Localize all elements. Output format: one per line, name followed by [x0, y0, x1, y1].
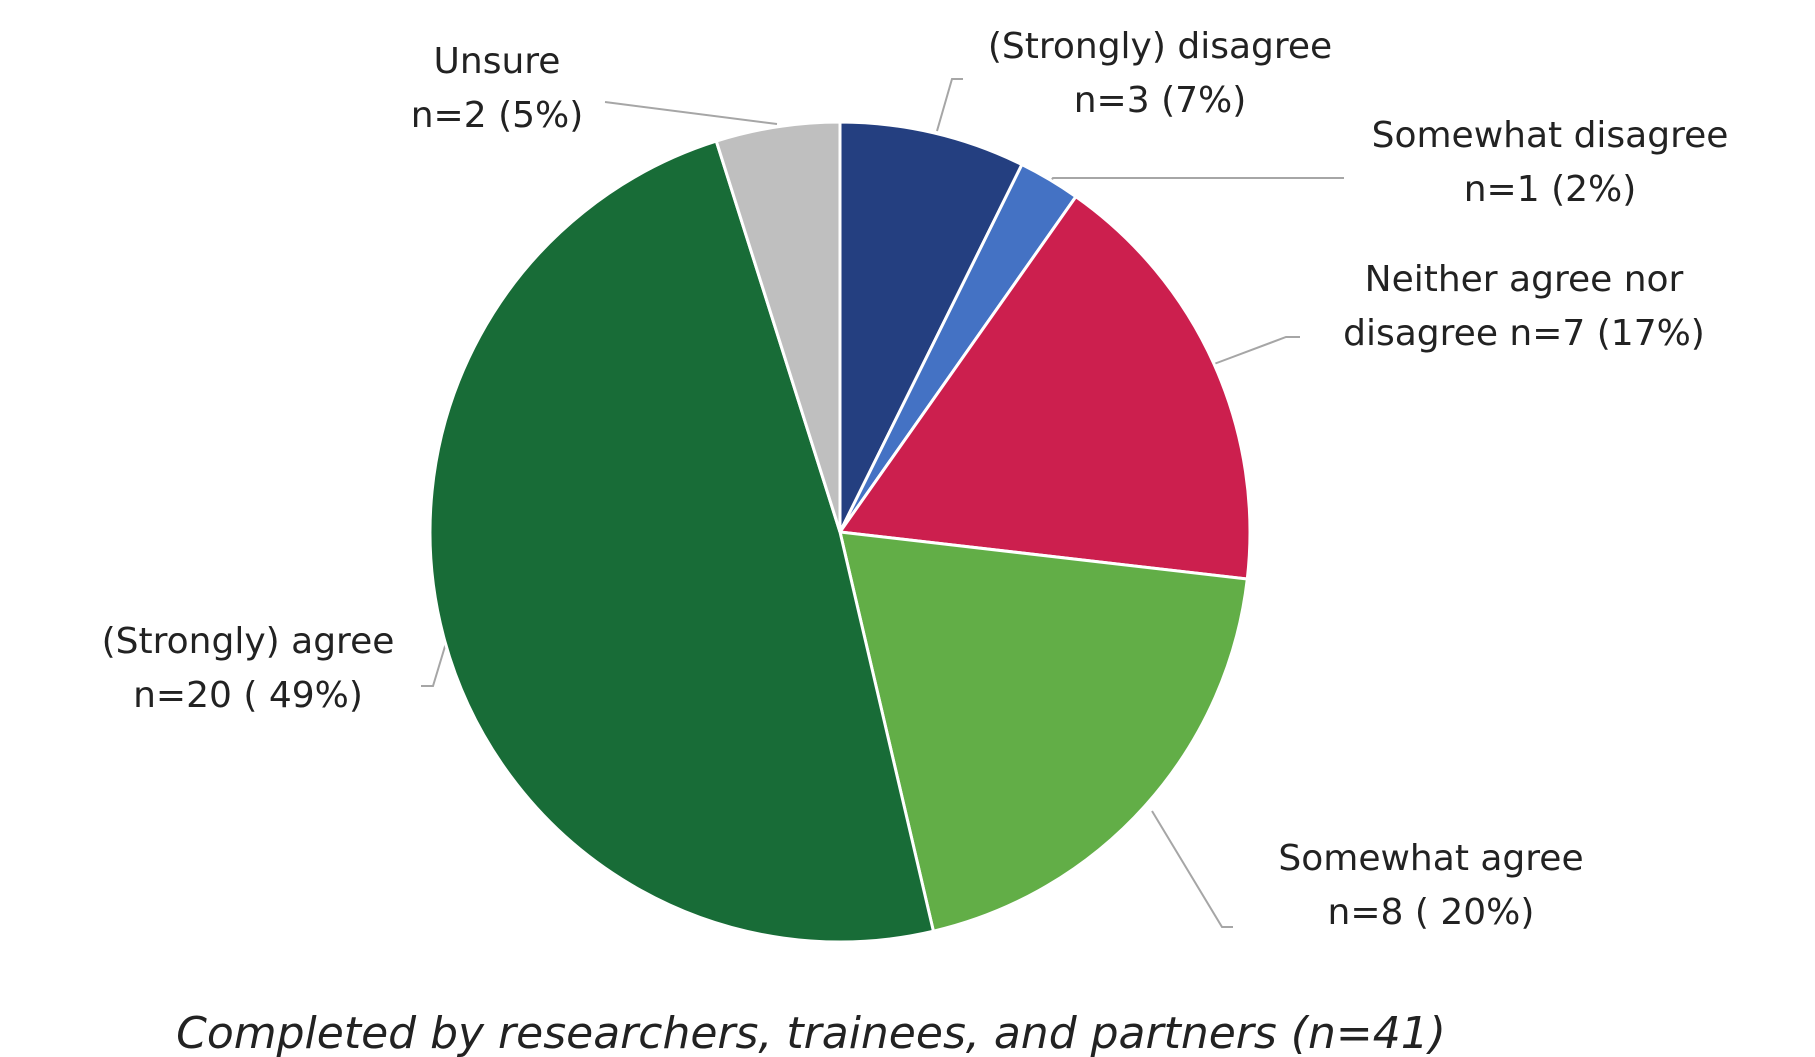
leader-line: [1213, 336, 1300, 365]
slice-label: Somewhat disagree n=1 (2%): [1372, 109, 1729, 217]
leader-line: [604, 101, 778, 125]
category-label: Somewhat agree: [1278, 838, 1584, 879]
value-label: n=7 (17%): [1509, 313, 1705, 354]
value-label: n=20 ( 49%): [133, 675, 363, 716]
value-label: n=3 (7%): [1073, 80, 1247, 121]
value-label: n=2 (5%): [410, 95, 584, 136]
slice-label: Unsure n=2 (5%): [411, 35, 584, 143]
pie-slice: [428, 139, 936, 944]
pie-slice: [837, 194, 1252, 581]
category-label: (Strongly) agree: [101, 621, 395, 662]
slice-label: Somewhat agree n=8 ( 20%): [1278, 832, 1583, 940]
pie-slice: [838, 120, 1024, 533]
caption: Completed by researchers, trainees, and …: [176, 1008, 1446, 1057]
leader-line: [1043, 177, 1344, 191]
slice-label: (Strongly) disagree n=3 (7%): [988, 20, 1332, 128]
slice-label: (Strongly) agree n=20 ( 49%): [102, 615, 395, 723]
leader-line: [1151, 810, 1233, 928]
leader-line: [936, 78, 963, 132]
pie-slice: [714, 120, 842, 533]
category-label: Neither agree nor disagree: [1343, 259, 1684, 354]
category-label: Unsure: [433, 41, 561, 82]
leader-line: [421, 642, 447, 687]
pie-slice: [838, 530, 1249, 934]
value-label: n=1 (2%): [1463, 169, 1637, 210]
category-label: Somewhat disagree: [1371, 115, 1729, 156]
slice-label: Neither agree nor disagree n=7 (17%): [1334, 253, 1714, 361]
category-label: (Strongly) disagree: [987, 26, 1333, 67]
value-label: n=8 ( 20%): [1327, 892, 1535, 933]
